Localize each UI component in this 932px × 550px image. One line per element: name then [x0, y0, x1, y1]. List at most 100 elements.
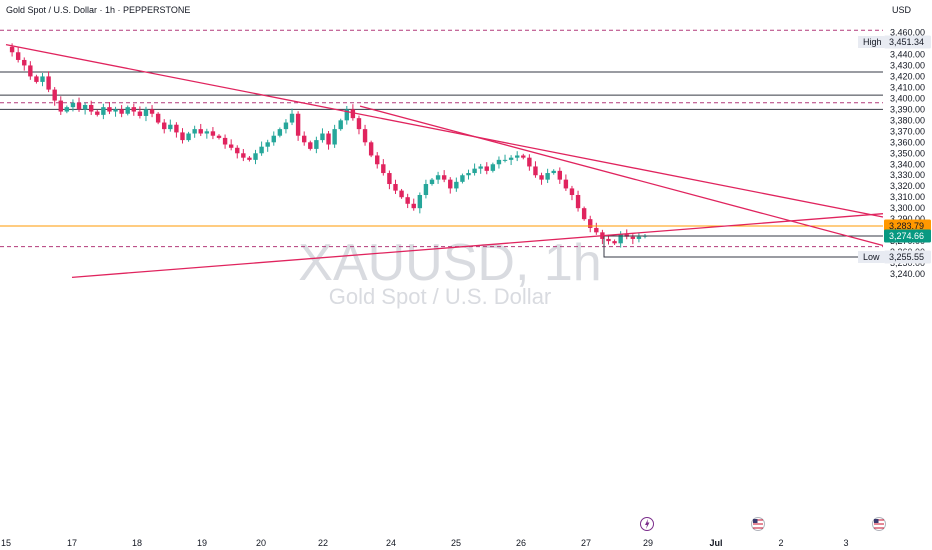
candle-body	[496, 159, 502, 165]
trendline[interactable]	[71, 213, 884, 279]
candle-body	[289, 113, 295, 123]
time-tick-label: 20	[256, 538, 266, 548]
time-tick-label: 25	[451, 538, 461, 548]
candle-body	[265, 142, 270, 147]
price-level-tag-label: High	[863, 37, 882, 47]
time-tick-label: 26	[516, 538, 526, 548]
candle-body	[545, 173, 550, 180]
price-level-value: 3,274.66	[889, 231, 924, 241]
time-tick-label: 3	[843, 538, 848, 548]
time-tick-label: 15	[1, 538, 11, 548]
price-tick-label: 3,300.00	[890, 203, 925, 213]
price-tick-label: 3,350.00	[890, 148, 925, 158]
price-tick-label: 3,320.00	[890, 181, 925, 191]
candle-body	[76, 102, 82, 110]
candle-body	[271, 135, 276, 143]
time-tick-label: 17	[67, 538, 77, 548]
time-tick-label: 18	[132, 538, 142, 548]
candle-body	[210, 131, 216, 136]
candle-body	[149, 109, 155, 114]
price-tick-label: 3,410.00	[890, 82, 925, 92]
us-flag-icon[interactable]	[872, 517, 886, 531]
candle-body	[58, 100, 63, 112]
candle-body	[174, 124, 179, 133]
time-tick-label: 24	[386, 538, 396, 548]
price-level-tag	[858, 36, 884, 49]
candle-body	[283, 122, 289, 130]
candle-body	[326, 133, 331, 145]
candle-body	[618, 234, 623, 244]
currency-label: USD	[892, 5, 912, 15]
candle-body	[441, 175, 447, 180]
candle-body	[320, 133, 325, 141]
price-level-badge	[884, 250, 931, 264]
candle-body	[630, 236, 636, 239]
price-axis[interactable]: 3,460.003,450.003,440.003,430.003,420.00…	[883, 0, 932, 550]
candle-body	[82, 104, 88, 110]
candle-body	[95, 111, 100, 115]
event-markers[interactable]	[640, 517, 886, 531]
candle-body	[636, 236, 642, 239]
candle-body	[137, 111, 143, 116]
candle-body	[411, 203, 416, 209]
candle-body	[502, 159, 508, 161]
candle-body	[277, 129, 283, 136]
candle-body	[216, 135, 222, 138]
price-tick-label: 3,440.00	[890, 49, 925, 59]
drawing-overlay[interactable]	[0, 43, 884, 279]
trendline[interactable]	[359, 105, 884, 247]
candle-body	[34, 76, 39, 82]
candle-body	[381, 164, 386, 174]
symbol-watermark: XAUUSD, 1h Gold Spot / U.S. Dollar	[298, 234, 601, 309]
candle-body	[198, 129, 203, 134]
us-flag-icon[interactable]	[751, 517, 765, 531]
candle-body	[606, 238, 611, 242]
candle-body	[28, 65, 33, 77]
plot-area[interactable]	[0, 29, 883, 248]
time-tick-label: 29	[643, 538, 653, 548]
candle-body	[429, 179, 435, 185]
candle-body	[131, 107, 136, 112]
candle-body	[46, 76, 51, 90]
price-tick-label: 3,310.00	[890, 192, 925, 202]
candle-body	[405, 197, 410, 204]
watermark-description: Gold Spot / U.S. Dollar	[329, 284, 552, 309]
candle-body	[551, 170, 556, 174]
candle-body	[40, 76, 45, 82]
candle-body	[563, 179, 569, 189]
watermark-symbol: XAUUSD, 1h	[298, 234, 601, 292]
candle-body	[466, 173, 471, 176]
candle-body	[533, 166, 538, 176]
candle-body	[308, 142, 313, 149]
price-badges: High 3,451.34 3,283.793,274.66 Low 3,255.55	[858, 35, 931, 264]
lightning-icon[interactable]	[640, 517, 654, 531]
price-tick-label: 3,330.00	[890, 170, 925, 180]
candle-body	[295, 113, 301, 136]
price-level-badge	[884, 229, 931, 243]
candle-body	[228, 144, 234, 148]
price-tick-label: 3,400.00	[890, 93, 925, 103]
candle-body	[338, 120, 343, 130]
candle-body	[423, 184, 429, 196]
candle-body	[350, 109, 356, 119]
time-axis[interactable]: 15 17 18 19 20 22 24 25 26 27 29 Jul 2 3	[0, 533, 883, 550]
candle-body	[575, 195, 581, 209]
candle-body	[344, 109, 349, 121]
price-level-badge	[884, 35, 931, 49]
candle-body	[180, 132, 185, 141]
price-tick-label: 3,420.00	[890, 71, 925, 81]
candle-body	[247, 157, 252, 160]
candle-body	[143, 109, 149, 116]
candle-body	[101, 107, 106, 115]
candle-body	[22, 59, 27, 66]
candle-body	[362, 129, 368, 143]
candle-body	[204, 131, 210, 134]
candle-body	[478, 166, 483, 169]
candle-body	[399, 190, 404, 198]
trendline[interactable]	[5, 43, 884, 218]
candle-body	[356, 118, 362, 130]
candle-body	[594, 227, 599, 233]
price-tick-label: 3,380.00	[890, 115, 925, 125]
candle-body	[241, 153, 246, 158]
